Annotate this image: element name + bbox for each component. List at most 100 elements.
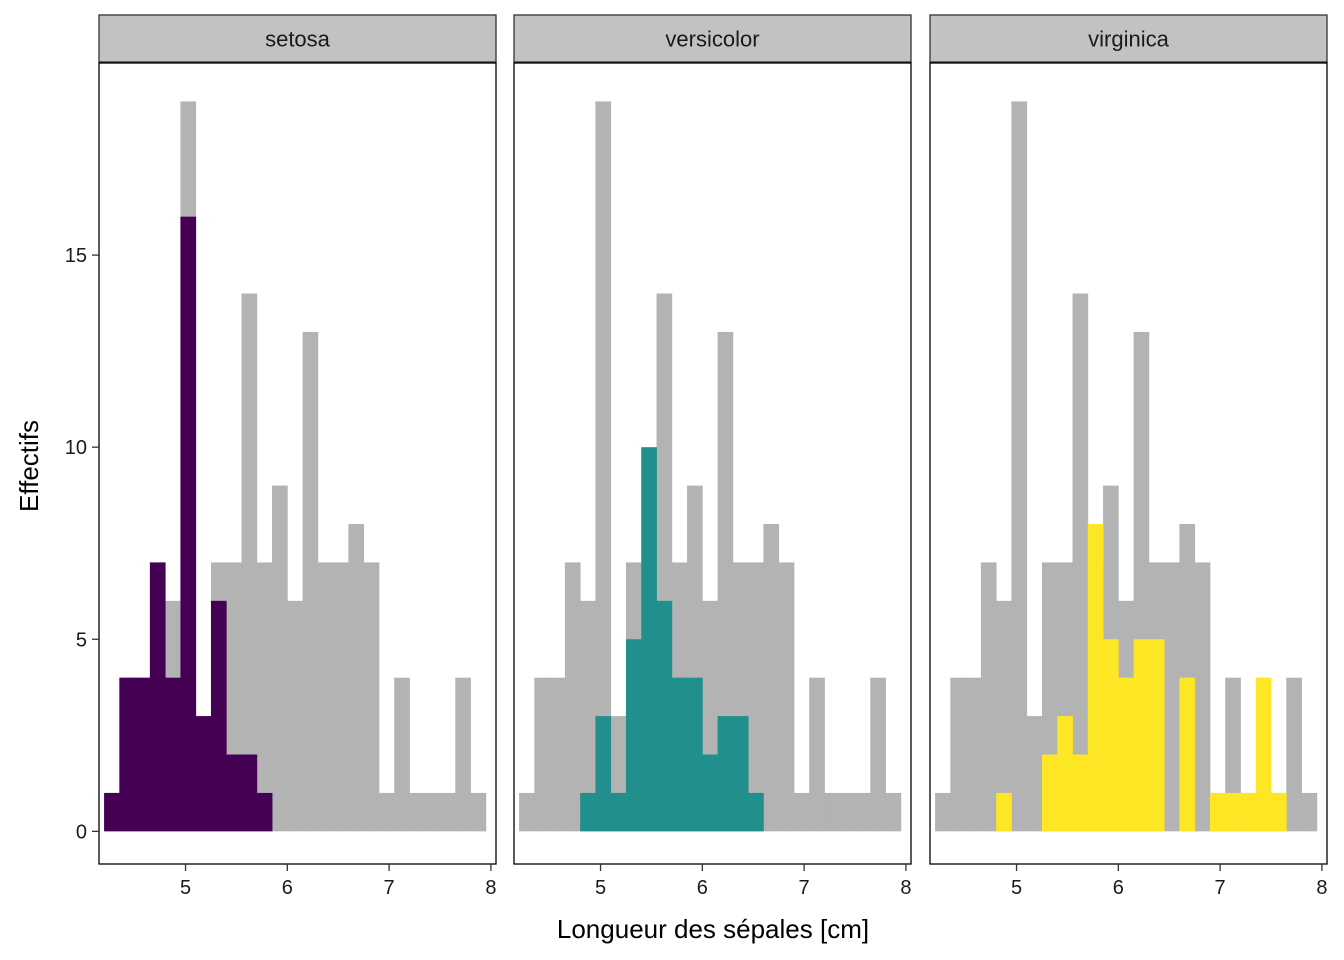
x-axis-title: Longueur des sépales [cm] (557, 914, 869, 944)
bar-setosa (165, 677, 181, 832)
background-bar (580, 600, 596, 832)
x-tick-label: 6 (1113, 877, 1124, 899)
strip-label-versicolor: versicolor (665, 27, 759, 52)
background-bar (870, 677, 886, 832)
background-bar (855, 792, 871, 832)
bar-versicolor (625, 639, 642, 832)
panel-frame-versicolor (513, 62, 912, 865)
bar-versicolor (732, 716, 749, 832)
bar-versicolor (717, 716, 734, 832)
background-bar (317, 562, 334, 832)
bar-virginica (1240, 792, 1257, 832)
bar-setosa (241, 754, 258, 832)
strip-versicolor (513, 14, 912, 63)
bar-virginica (1087, 524, 1104, 832)
bar-versicolor (641, 447, 657, 832)
background-bar (1286, 677, 1302, 832)
background-bar (519, 792, 535, 832)
background-bar (1011, 101, 1028, 832)
bar-versicolor (595, 716, 612, 832)
y-tick-label: 0 (76, 821, 87, 843)
background-bar (534, 677, 551, 832)
background-bar (717, 331, 734, 832)
strip-setosa (98, 14, 497, 63)
bar-virginica (1103, 639, 1119, 832)
background-bar (885, 792, 902, 832)
bar-virginica (1057, 716, 1073, 832)
background-bar (470, 792, 487, 832)
background-bar (241, 293, 258, 832)
background-bar (272, 485, 288, 832)
bar-setosa (104, 792, 120, 832)
x-tick-label: 5 (180, 877, 191, 899)
background-bar (409, 792, 426, 832)
background-bar (965, 677, 982, 832)
background-bar (302, 331, 319, 832)
y-axis-title: Effectifs (14, 420, 44, 512)
bar-virginica (1072, 754, 1089, 832)
bar-setosa (226, 754, 242, 832)
bar-virginica (1133, 639, 1150, 832)
x-tick-label: 5 (1011, 877, 1022, 899)
background-bar (996, 600, 1012, 832)
x-tick-label: 8 (485, 877, 496, 899)
bar-setosa (134, 677, 151, 832)
bar-virginica (1179, 677, 1196, 832)
bar-versicolor (702, 754, 718, 832)
x-tick-label: 6 (282, 877, 293, 899)
bar-virginica (1255, 677, 1272, 832)
bar-versicolor (610, 792, 627, 832)
x-tick-label: 6 (697, 877, 708, 899)
background-bar (256, 562, 273, 832)
background-bar (824, 792, 841, 832)
background-bar (980, 562, 997, 832)
x-tick-label: 7 (384, 877, 395, 899)
background-bar (564, 562, 581, 832)
bar-virginica (996, 792, 1012, 832)
background-bar (348, 524, 365, 832)
background-bar (287, 600, 303, 832)
background-bar (950, 677, 967, 832)
x-tick-label: 8 (900, 877, 911, 899)
bar-versicolor (671, 677, 688, 832)
bar-versicolor (656, 600, 673, 832)
background-bar (394, 677, 410, 832)
bar-versicolor (748, 792, 764, 832)
background-bar (440, 792, 456, 832)
y-tick-label: 5 (76, 629, 87, 651)
bar-versicolor (580, 792, 596, 832)
strip-virginica (929, 14, 1328, 63)
background-bar (1072, 293, 1089, 832)
bar-virginica (1271, 792, 1287, 832)
background-bar (1301, 792, 1318, 832)
x-tick-label: 8 (1316, 877, 1327, 899)
bar-virginica (1118, 677, 1134, 832)
background-bar (595, 101, 612, 832)
background-bar (1194, 562, 1211, 832)
background-bar (333, 562, 349, 832)
strip-label-virginica: virginica (1088, 27, 1169, 52)
x-tick-label: 7 (799, 877, 810, 899)
bar-setosa (180, 216, 197, 832)
background-bar (748, 562, 764, 832)
background-bar (935, 792, 951, 832)
background-bar (1164, 562, 1180, 832)
x-tick-label: 7 (1215, 877, 1226, 899)
panel-frame-virginica (929, 62, 1328, 865)
bar-setosa (210, 600, 227, 832)
background-bar (793, 792, 810, 832)
panel-frame-setosa (98, 62, 497, 865)
y-tick-label: 10 (65, 437, 87, 459)
y-tick-label: 15 (65, 245, 87, 267)
background-bar (1026, 716, 1043, 832)
background-bar (455, 677, 471, 832)
background-bar (424, 792, 441, 832)
background-bar (363, 562, 380, 832)
x-tick-label: 5 (595, 877, 606, 899)
bar-setosa (195, 716, 212, 832)
bar-virginica (1041, 754, 1058, 832)
background-bar (839, 792, 856, 832)
background-bar (763, 524, 780, 832)
bar-setosa (256, 792, 273, 832)
